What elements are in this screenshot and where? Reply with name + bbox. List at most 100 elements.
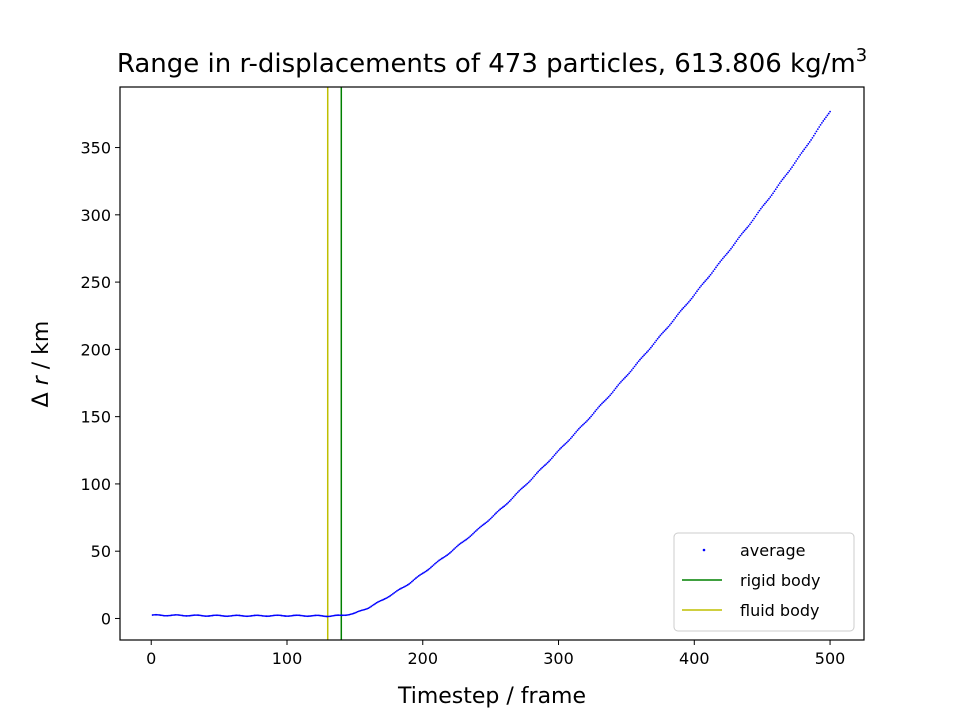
- data-point: [552, 455, 554, 458]
- data-point: [356, 610, 359, 613]
- data-point: [668, 324, 671, 326]
- data-point: [431, 565, 434, 568]
- data-point: [474, 530, 477, 533]
- data-point: [511, 497, 514, 500]
- data-point: [263, 615, 265, 617]
- data-point: [811, 136, 814, 139]
- data-point: [510, 498, 512, 501]
- data-point: [186, 615, 189, 617]
- data-point: [292, 614, 295, 617]
- data-point: [711, 272, 713, 274]
- data-point: [601, 402, 603, 405]
- data-point: [746, 226, 749, 229]
- data-point: [584, 421, 587, 424]
- y-tick-label: 50: [91, 542, 111, 561]
- data-point: [633, 365, 636, 368]
- data-point: [391, 592, 394, 595]
- data-point: [159, 614, 162, 617]
- data-point: [724, 254, 727, 257]
- data-point: [277, 614, 280, 617]
- data-point: [674, 317, 677, 319]
- data-point: [697, 288, 700, 291]
- data-point: [203, 615, 206, 617]
- data-point: [230, 614, 233, 617]
- data-point: [167, 614, 170, 617]
- data-point: [282, 614, 284, 617]
- data-point: [440, 557, 443, 560]
- data-point: [455, 545, 458, 548]
- data-point: [506, 502, 508, 505]
- data-point: [210, 614, 212, 617]
- data-point: [648, 348, 651, 351]
- data-point: [201, 614, 204, 617]
- data-point: [470, 534, 473, 536]
- data-point: [387, 595, 390, 598]
- data-point: [344, 614, 347, 617]
- data-point: [632, 367, 635, 370]
- data-point: [785, 173, 788, 176]
- data-point: [317, 614, 320, 617]
- data-point: [686, 302, 689, 305]
- data-point: [777, 184, 780, 187]
- data-point: [587, 418, 590, 421]
- data-point: [189, 614, 192, 617]
- data-point: [495, 512, 497, 514]
- data-point: [667, 325, 670, 328]
- data-point: [750, 221, 753, 224]
- data-point: [161, 614, 163, 617]
- data-point: [766, 199, 769, 202]
- data-point: [740, 233, 743, 235]
- data-point: [591, 413, 594, 416]
- data-point: [413, 578, 416, 581]
- data-point: [812, 134, 815, 137]
- data-point: [662, 331, 664, 334]
- y-axis-label: Δ r / km: [29, 321, 54, 408]
- data-point: [731, 246, 734, 248]
- data-point: [320, 614, 322, 617]
- data-point: [773, 190, 776, 193]
- x-tick-label: 0: [146, 649, 156, 668]
- data-point: [616, 385, 618, 388]
- data-point: [472, 532, 474, 535]
- data-point: [478, 526, 481, 529]
- data-point: [227, 615, 230, 618]
- data-point: [332, 614, 335, 617]
- data-point: [774, 188, 777, 191]
- data-point: [166, 614, 169, 617]
- data-point: [795, 160, 798, 162]
- data-point: [677, 313, 679, 316]
- data-point: [465, 538, 468, 541]
- data-point: [367, 607, 370, 610]
- data-point: [298, 614, 301, 617]
- data-point: [322, 615, 325, 618]
- data-point: [337, 614, 340, 617]
- data-point: [449, 552, 451, 554]
- data-point: [420, 573, 423, 576]
- data-point: [461, 541, 464, 544]
- data-point: [605, 398, 607, 401]
- data-point: [223, 615, 226, 617]
- data-point: [287, 615, 290, 617]
- data-point: [637, 360, 640, 363]
- data-point: [770, 194, 773, 197]
- data-point: [564, 442, 567, 445]
- data-point: [652, 343, 655, 346]
- data-point: [734, 242, 736, 245]
- data-point: [330, 615, 333, 617]
- data-point: [641, 355, 644, 358]
- data-point: [761, 206, 764, 208]
- data-point: [546, 461, 549, 464]
- data-point: [792, 164, 795, 167]
- data-point: [568, 438, 571, 441]
- data-point: [343, 614, 345, 617]
- data-point: [154, 613, 157, 616]
- data-point: [249, 615, 252, 617]
- data-point: [358, 610, 360, 613]
- data-point: [381, 599, 383, 602]
- data-point: [754, 215, 757, 218]
- data-point: [314, 614, 317, 617]
- data-point: [518, 489, 521, 492]
- data-point: [573, 432, 576, 435]
- data-point: [264, 615, 267, 618]
- data-point: [592, 412, 595, 414]
